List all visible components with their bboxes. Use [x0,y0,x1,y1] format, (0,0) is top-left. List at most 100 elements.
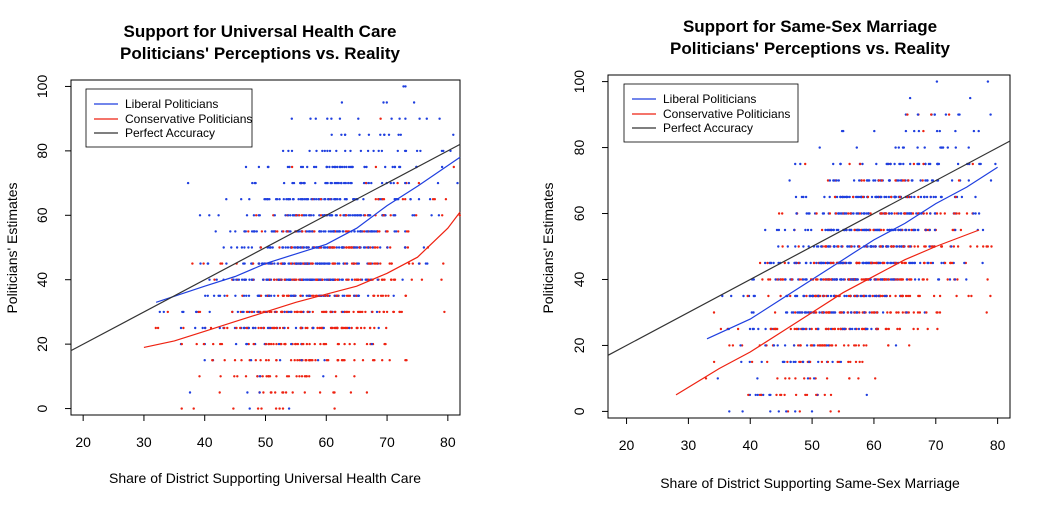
data-point [899,278,902,281]
data-point [768,278,772,281]
data-point [208,214,211,217]
data-point [411,214,414,217]
data-point [853,311,856,314]
data-point [376,294,380,297]
data-point [922,129,925,133]
data-point [299,310,303,314]
data-point [766,360,769,364]
data-point [752,311,755,314]
data-point [869,212,872,215]
data-point [843,195,846,199]
data-point [862,294,865,298]
data-point [885,278,888,281]
data-point [162,310,165,314]
data-point [323,262,327,265]
data-point [856,261,859,265]
data-point [299,294,302,297]
data-point [311,230,314,233]
data-point [401,278,404,281]
data-point [284,391,288,394]
data-point [826,360,830,364]
data-point [784,377,787,380]
data-point [198,214,202,217]
data-point [345,326,348,330]
data-point [931,261,935,265]
data-point [276,294,280,297]
data-point [831,360,834,364]
x-tick-label: 20 [75,434,91,450]
data-point [182,310,185,314]
data-point [940,261,943,265]
data-point [897,228,900,232]
data-point [343,262,347,265]
data-point [366,294,370,297]
data-point [283,278,286,281]
data-point [764,327,767,331]
data-point [235,246,239,249]
data-point [883,294,886,298]
data-point [301,198,304,201]
data-point [888,294,892,298]
data-point [415,214,418,217]
data-point [824,278,827,281]
data-point [905,278,908,281]
data-point [347,310,351,314]
data-point [376,262,379,265]
data-point [917,228,920,232]
data-point [928,245,931,248]
data-point [292,214,295,217]
data-point [282,181,286,185]
x-axis-label: Share of District Supporting Same-Sex Ma… [660,475,960,491]
data-point [334,214,338,217]
data-point [833,195,837,199]
data-point [370,181,373,185]
data-point [295,214,298,217]
data-point [986,278,989,281]
data-point [895,245,898,248]
data-point [326,294,330,297]
data-point [257,310,260,314]
data-point [806,311,810,314]
data-point [383,133,386,136]
data-point [908,261,911,265]
data-point [792,360,795,364]
data-point [899,179,903,182]
data-point [837,410,841,413]
data-point [904,212,907,215]
data-point [805,344,809,347]
data-point [940,146,943,149]
data-point [305,230,309,233]
data-point [419,149,422,153]
data-point [897,179,900,182]
data-point [937,278,940,281]
data-point [410,278,413,281]
data-point [807,212,810,215]
data-point [824,228,827,232]
data-point [303,198,306,201]
data-point [355,278,358,281]
data-point [919,179,922,182]
data-point [826,278,829,281]
data-point [340,165,344,169]
data-point [781,212,784,215]
data-point [156,326,160,330]
data-point [385,310,389,314]
data-point [266,278,270,281]
data-point [367,133,371,136]
data-point [404,117,407,120]
data-point [312,278,316,281]
data-point [356,294,360,297]
data-point [391,165,394,169]
data-point [839,195,842,199]
data-point [829,327,833,331]
data-point [248,278,251,281]
data-point [341,310,345,314]
data-point [825,377,829,380]
data-point [314,117,317,120]
data-point [339,165,342,169]
data-point [884,327,887,331]
data-point [194,326,197,330]
data-point [223,326,226,330]
data-point [320,310,324,314]
data-point [750,360,754,364]
